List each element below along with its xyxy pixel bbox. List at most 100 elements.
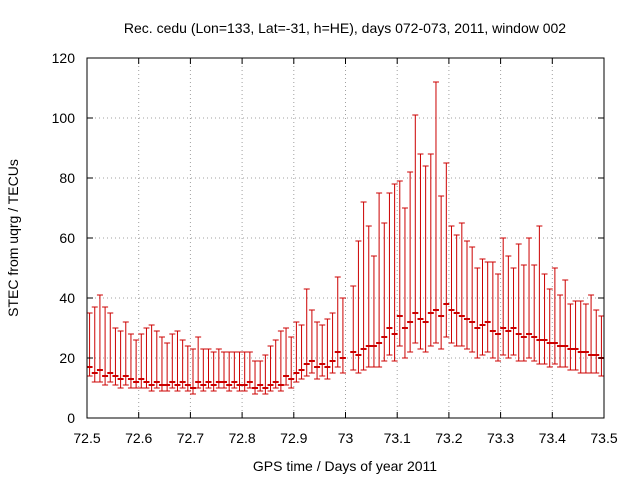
data-point xyxy=(283,327,290,386)
data-point xyxy=(205,348,212,389)
data-point xyxy=(96,294,103,383)
x-tick-label: 72.6 xyxy=(125,430,152,446)
data-point xyxy=(138,333,145,389)
data-point xyxy=(577,300,584,374)
data-point xyxy=(91,306,98,383)
data-point xyxy=(252,360,259,395)
data-point xyxy=(474,267,481,359)
y-tick-label: 100 xyxy=(52,110,76,126)
data-point xyxy=(562,279,569,368)
data-point xyxy=(272,339,279,389)
data-point xyxy=(319,324,326,377)
data-point xyxy=(153,330,160,389)
data-point xyxy=(308,309,315,374)
data-point xyxy=(236,351,243,392)
data-point xyxy=(381,222,388,362)
data-point xyxy=(226,351,233,392)
data-point xyxy=(174,330,181,392)
data-point xyxy=(417,153,424,350)
data-point xyxy=(396,180,403,347)
x-tick-label: 73.2 xyxy=(435,430,462,446)
data-point xyxy=(86,312,93,377)
data-point xyxy=(107,312,114,383)
data-point xyxy=(495,273,502,362)
x-tick-label: 73.1 xyxy=(384,430,411,446)
data-point xyxy=(546,288,553,368)
data-point xyxy=(221,351,228,389)
data-point xyxy=(303,288,310,377)
data-point xyxy=(469,246,476,353)
data-point xyxy=(277,330,284,392)
data-point xyxy=(407,171,414,353)
data-point xyxy=(355,240,362,374)
data-point xyxy=(541,273,548,365)
data-point xyxy=(215,348,222,389)
x-tick-label: 72.8 xyxy=(228,430,255,446)
chart-title: Rec. cedu (Lon=133, Lat=-31, h=HE), days… xyxy=(124,20,566,36)
data-point xyxy=(210,351,217,392)
data-point xyxy=(158,336,165,392)
x-tick-label: 73.3 xyxy=(487,430,514,446)
data-point xyxy=(169,333,176,389)
y-tick-label: 20 xyxy=(59,350,75,366)
data-point xyxy=(246,351,253,389)
data-point xyxy=(593,309,600,374)
data-point xyxy=(350,285,357,371)
data-point xyxy=(386,192,393,356)
data-point xyxy=(267,345,274,392)
data-point xyxy=(391,183,398,362)
data-point xyxy=(520,264,527,362)
data-point xyxy=(572,300,579,371)
data-point xyxy=(376,192,383,368)
data-point xyxy=(401,207,408,359)
data-point xyxy=(463,240,470,350)
data-point xyxy=(526,237,533,359)
data-point xyxy=(515,243,522,362)
data-point xyxy=(582,303,589,374)
data-point xyxy=(314,321,321,380)
y-tick-label: 40 xyxy=(59,290,75,306)
data-point xyxy=(257,360,264,392)
data-point xyxy=(536,225,543,365)
data-point xyxy=(200,348,207,392)
data-point xyxy=(195,336,202,389)
x-tick-label: 73.4 xyxy=(539,430,566,446)
data-point xyxy=(500,237,507,356)
data-point xyxy=(365,225,372,368)
data-point xyxy=(551,267,558,365)
x-tick-label: 72.7 xyxy=(177,430,204,446)
data-point xyxy=(143,327,150,389)
data-point xyxy=(262,354,269,395)
data-point xyxy=(334,276,341,368)
data-point xyxy=(510,267,517,356)
data-point xyxy=(324,318,331,380)
x-tick-label: 73 xyxy=(338,430,354,446)
data-layer xyxy=(86,81,605,395)
data-point xyxy=(531,264,538,362)
data-point xyxy=(360,201,367,371)
y-tick-label: 0 xyxy=(67,410,75,426)
data-point xyxy=(489,261,496,359)
data-point xyxy=(505,255,512,359)
data-point xyxy=(422,165,429,353)
data-point xyxy=(370,255,377,368)
data-point xyxy=(133,339,140,389)
y-axis-label: STEC from uqrg / TECUs xyxy=(5,159,21,317)
data-point xyxy=(438,195,445,350)
data-point xyxy=(567,303,574,371)
data-point xyxy=(443,162,450,338)
data-point xyxy=(184,345,191,392)
x-axis-label: GPS time / Days of year 2011 xyxy=(253,458,437,474)
y-tick-label: 60 xyxy=(59,230,75,246)
data-point xyxy=(479,258,486,356)
data-point xyxy=(179,339,186,389)
data-point xyxy=(484,261,491,353)
data-point xyxy=(329,312,336,374)
data-point xyxy=(557,294,564,368)
data-point xyxy=(412,114,419,344)
data-point xyxy=(427,153,434,347)
x-tick-label: 72.5 xyxy=(73,430,100,446)
data-point xyxy=(293,321,300,383)
data-point xyxy=(298,324,305,380)
data-point xyxy=(588,294,595,374)
